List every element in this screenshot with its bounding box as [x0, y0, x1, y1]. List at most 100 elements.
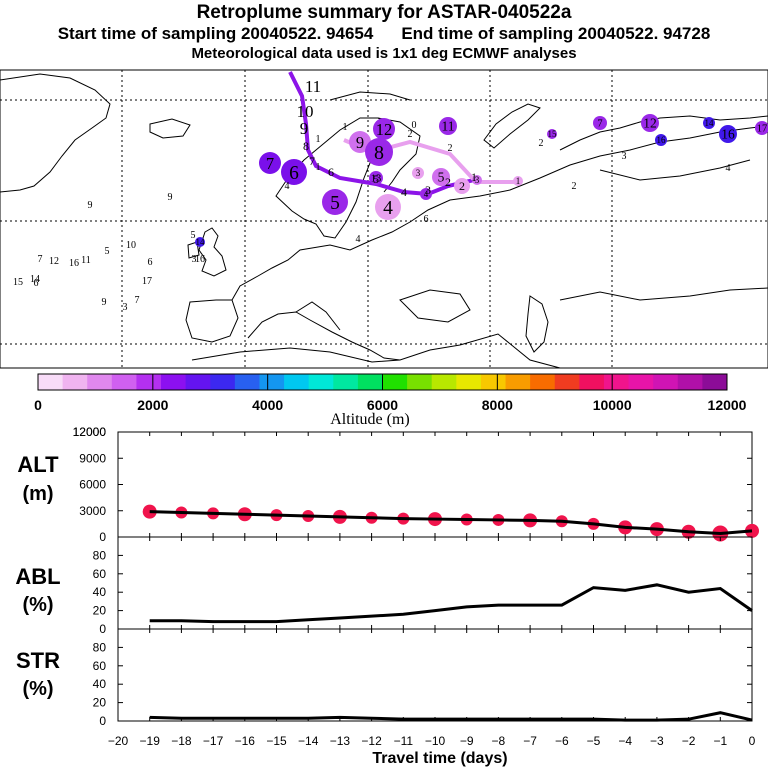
y-tick-label: 20 — [93, 604, 107, 618]
x-tick-label: −11 — [394, 734, 414, 748]
colorbar-segment — [579, 374, 605, 390]
map-marker-label: 4 — [356, 234, 361, 245]
colorbar-segment — [456, 374, 482, 390]
cluster-label: 8 — [374, 142, 384, 164]
x-tick-label: −15 — [266, 734, 287, 748]
x-tick-label: 0 — [749, 734, 756, 748]
x-tick-label: −12 — [361, 734, 382, 748]
cluster-label: 12 — [376, 120, 393, 139]
colorbar-segment — [677, 374, 703, 390]
colorbar-segment — [136, 374, 162, 390]
y-tick-label: 80 — [93, 640, 107, 654]
map-marker-label: 17 — [142, 276, 152, 287]
cluster-label: 14 — [705, 118, 715, 128]
time-series-panels: 03000600090001200012000ALT(m)020406080AB… — [15, 425, 759, 748]
colorbar-segment — [185, 374, 211, 390]
cluster-label: 4 — [383, 198, 393, 219]
cluster-label: 3 — [416, 168, 421, 178]
cluster-circle — [369, 171, 383, 185]
y-tick-label: 40 — [93, 585, 107, 599]
cluster-circle — [420, 188, 432, 200]
cluster-label: 13 — [371, 174, 382, 185]
map-marker-label: 6 — [148, 257, 153, 268]
map-marker-label: 5 — [191, 230, 196, 241]
x-tick-label: −6 — [555, 734, 569, 748]
panel-str: 0 20 40 60 80 STR (%) — [16, 628, 753, 728]
cluster-label: 5 — [330, 193, 340, 214]
cluster-circle — [655, 134, 667, 146]
x-tick-label: −17 — [203, 734, 224, 748]
map-marker-label: 10 — [126, 240, 136, 251]
cluster-circle — [719, 125, 737, 143]
cluster-label: 3 — [475, 175, 480, 185]
cluster-label: 1 — [516, 176, 521, 186]
y-tick-label: 0 — [99, 622, 106, 636]
colorbar-segment — [210, 374, 236, 390]
panel-frame — [117, 628, 753, 722]
cluster-label: 7 — [597, 119, 602, 130]
chart-title: Retroplume summary for ASTAR-040522a — [196, 2, 572, 23]
map-marker-label: 0 — [412, 120, 417, 131]
y-tick-label: 6000 — [79, 478, 106, 492]
track-label: 6 — [328, 165, 334, 179]
cluster-label: 16 — [657, 135, 667, 145]
y-tick-label: 20 — [93, 696, 107, 710]
cluster-circle — [755, 121, 768, 135]
cluster-circle — [593, 116, 607, 130]
colorbar-segment — [111, 374, 137, 390]
cluster-circle — [432, 168, 450, 186]
x-tick-label: −5 — [587, 734, 601, 748]
panel-unit: (%) — [22, 678, 53, 700]
colorbar-label: Altitude (m) — [330, 411, 410, 428]
panel-title: ABL — [15, 564, 60, 589]
panel-title: ALT — [17, 452, 59, 477]
colorbar-segment — [530, 374, 556, 390]
x-tick-label: −8 — [492, 734, 506, 748]
colorbar-tick-label: 4000 — [252, 397, 283, 413]
cluster-circle — [454, 178, 470, 194]
track-label: 3 — [425, 183, 431, 197]
series-line — [149, 583, 753, 624]
x-tick-label: −9 — [460, 734, 474, 748]
colorbar-tick-label: 10000 — [593, 397, 632, 413]
y-tick-label: 80 — [93, 548, 107, 562]
map-marker-label: 1 — [316, 162, 321, 173]
map-marker-label: 16 — [69, 258, 79, 269]
map-marker-label: 16 — [195, 254, 205, 265]
cluster-label: 5 — [438, 170, 445, 185]
y-tick-label: 60 — [93, 567, 107, 581]
cluster-circle — [641, 114, 659, 132]
x-tick-label: −20 — [108, 734, 129, 748]
colorbar-segment — [333, 374, 359, 390]
colorbar-segment — [38, 374, 64, 390]
x-tick-label: −14 — [298, 734, 319, 748]
map-marker-label: 11 — [81, 255, 91, 266]
cluster-label: 14 — [196, 237, 206, 247]
colorbar-segment — [87, 374, 113, 390]
cluster-label: 7 — [266, 154, 274, 173]
panel-frame — [117, 536, 753, 630]
cluster-label: 11 — [442, 119, 455, 134]
cluster-circle — [513, 176, 523, 186]
x-tick-label: −13 — [330, 734, 351, 748]
colorbar-segment — [431, 374, 457, 390]
map-marker-label: 14 — [30, 274, 40, 285]
track-label: 9 — [300, 119, 309, 138]
cluster-circle — [703, 117, 715, 129]
map-gridlines — [0, 70, 768, 368]
colorbar-segment — [308, 374, 334, 390]
colorbar-tick-label: 2000 — [137, 397, 168, 413]
cluster-label: 12 — [643, 116, 657, 131]
colorbar-segment — [702, 374, 728, 390]
colorbar-tick-label: 6000 — [367, 397, 398, 413]
map-marker-label: 4 — [285, 181, 290, 192]
cluster-circle — [472, 175, 482, 185]
colorbar-segment — [603, 374, 630, 390]
map-marker-label: 2 — [448, 143, 453, 154]
map-marker-label: 9 — [102, 297, 107, 308]
map-marker-label: 2 — [572, 181, 577, 192]
track-label: 7 — [309, 154, 315, 168]
x-tick-label: −1 — [713, 734, 727, 748]
map-marker-label: 9 — [168, 192, 173, 203]
